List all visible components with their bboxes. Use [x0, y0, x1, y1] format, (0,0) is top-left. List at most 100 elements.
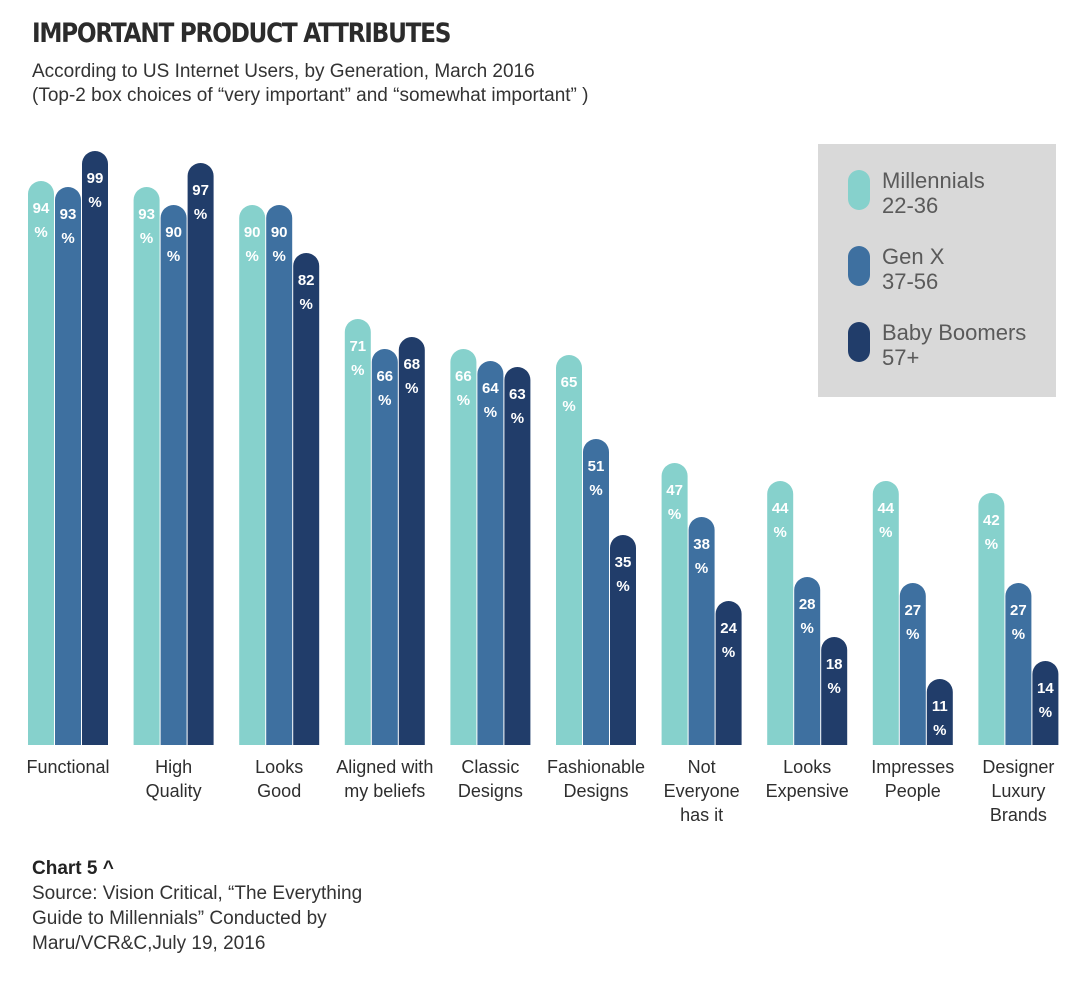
- value-label-millennials-6: 47: [666, 482, 683, 499]
- value-unit-millennials-1: %: [140, 230, 153, 247]
- value-label-baby-boomers-1: 97: [192, 182, 209, 199]
- value-label-millennials-5: 65: [561, 374, 578, 391]
- value-unit-gen-x-2: %: [273, 248, 286, 265]
- value-unit-millennials-7: %: [774, 524, 787, 541]
- bar-millennials-8: [872, 481, 899, 745]
- legend-range-baby-boomers: 57+: [882, 345, 920, 370]
- bar-baby-boomers-3: [398, 337, 425, 745]
- value-unit-millennials-0: %: [34, 224, 47, 241]
- value-label-gen-x-1: 90: [165, 224, 182, 241]
- value-label-gen-x-7: 28: [799, 596, 816, 613]
- value-label-baby-boomers-7: 18: [826, 656, 843, 673]
- legend-label-gen-x: Gen X: [882, 244, 945, 269]
- category-label-8-line-1: People: [885, 781, 941, 801]
- bar-baby-boomers-9: [1032, 661, 1059, 745]
- chart-title: IMPORTANT PRODUCT ATTRIBUTES: [32, 18, 451, 49]
- value-label-gen-x-5: 51: [588, 458, 605, 475]
- legend-item-gen-x: Gen X 37-56: [848, 244, 944, 294]
- value-label-gen-x-2: 90: [271, 224, 288, 241]
- legend-label-baby-boomers: Baby Boomers: [882, 320, 1027, 345]
- category-label-9-line-0: Designer: [982, 757, 1054, 777]
- legend-range-gen-x: 37-56: [882, 269, 939, 294]
- bar-baby-boomers-7: [821, 637, 848, 745]
- value-label-baby-boomers-4: 63: [509, 386, 526, 403]
- bar-gen-x-8: [899, 583, 926, 745]
- bar-millennials-0: [28, 181, 54, 745]
- value-unit-baby-boomers-3: %: [405, 380, 418, 397]
- value-unit-baby-boomers-4: %: [511, 410, 524, 427]
- bar-millennials-2: [239, 205, 266, 746]
- category-label-9-line-2: Brands: [990, 805, 1047, 825]
- value-label-millennials-8: 44: [877, 500, 894, 517]
- value-label-millennials-4: 66: [455, 368, 472, 385]
- value-label-gen-x-9: 27: [1010, 602, 1027, 619]
- value-unit-millennials-6: %: [668, 506, 681, 523]
- legend-swatch-gen-x: [848, 246, 870, 286]
- value-unit-baby-boomers-0: %: [88, 194, 101, 211]
- value-label-baby-boomers-2: 82: [298, 272, 315, 289]
- bar-gen-x-0: [55, 187, 81, 745]
- category-label-6-line-2: has it: [680, 805, 723, 825]
- bar-millennials-7: [767, 481, 794, 745]
- value-unit-millennials-3: %: [351, 362, 364, 379]
- category-label-1-line-1: Quality: [146, 781, 202, 801]
- value-unit-gen-x-0: %: [61, 230, 74, 247]
- value-unit-millennials-9: %: [985, 536, 998, 553]
- source-line-1: Source: Vision Critical, “The Everything: [32, 883, 363, 904]
- bar-baby-boomers-6: [715, 601, 742, 745]
- chart-footer: Chart 5 ^ Source: Vision Critical, “The …: [32, 856, 362, 956]
- value-label-gen-x-4: 64: [482, 380, 499, 397]
- value-label-baby-boomers-5: 35: [615, 554, 632, 571]
- category-label-0-line-0: Functional: [26, 757, 109, 777]
- value-label-baby-boomers-8: 11: [932, 698, 948, 715]
- category-label-2-line-0: Looks: [255, 757, 303, 777]
- value-unit-millennials-8: %: [879, 524, 892, 541]
- value-label-millennials-1: 93: [138, 206, 155, 223]
- value-unit-baby-boomers-7: %: [828, 680, 841, 697]
- bar-millennials-9: [978, 493, 1005, 745]
- value-unit-millennials-4: %: [457, 392, 470, 409]
- legend-swatch-millennials: [848, 170, 870, 210]
- category-label-3-line-0: Aligned with: [336, 757, 433, 777]
- value-unit-gen-x-6: %: [695, 560, 708, 577]
- value-unit-gen-x-5: %: [589, 482, 602, 499]
- value-unit-gen-x-7: %: [801, 620, 814, 637]
- bar-gen-x-2: [266, 205, 293, 746]
- value-label-millennials-2: 90: [244, 224, 261, 241]
- category-label-9-line-1: Luxury: [991, 781, 1045, 801]
- value-label-millennials-7: 44: [772, 500, 789, 517]
- value-unit-gen-x-3: %: [378, 392, 391, 409]
- bar-baby-boomers-2: [293, 253, 320, 745]
- category-label-3-line-1: my beliefs: [344, 781, 425, 801]
- bar-gen-x-1: [160, 205, 187, 746]
- value-unit-millennials-5: %: [562, 398, 575, 415]
- value-label-gen-x-3: 66: [376, 368, 393, 385]
- value-label-gen-x-8: 27: [904, 602, 921, 619]
- legend-item-millennials: Millennials 22-36: [848, 168, 985, 218]
- chart-number: Chart 5 ^: [32, 858, 114, 879]
- bar-gen-x-6: [688, 517, 715, 745]
- value-unit-baby-boomers-1: %: [194, 206, 207, 223]
- legend-label-millennials: Millennials: [882, 168, 985, 193]
- category-label-5-line-0: Fashionable: [547, 757, 645, 777]
- category-label-6-line-0: Not: [688, 757, 716, 777]
- value-unit-baby-boomers-9: %: [1039, 704, 1052, 721]
- value-unit-gen-x-4: %: [484, 404, 497, 421]
- category-label-5-line-1: Designs: [563, 781, 628, 801]
- value-label-baby-boomers-0: 99: [87, 170, 104, 187]
- value-label-baby-boomers-6: 24: [720, 620, 737, 637]
- value-label-baby-boomers-3: 68: [403, 356, 420, 373]
- value-label-millennials-9: 42: [983, 512, 1000, 529]
- bar-gen-x-7: [794, 577, 821, 745]
- value-label-gen-x-6: 38: [693, 536, 710, 553]
- value-unit-baby-boomers-8: %: [933, 722, 946, 739]
- source-line-3: Maru/VCR&C,July 19, 2016: [32, 933, 266, 954]
- bar-gen-x-5: [583, 439, 609, 745]
- bar-millennials-1: [133, 187, 160, 745]
- bar-gen-x-3: [371, 349, 398, 745]
- bar-baby-boomers-1: [187, 163, 214, 745]
- category-label-7-line-1: Expensive: [766, 781, 849, 801]
- value-unit-baby-boomers-5: %: [616, 578, 629, 595]
- source-line-2: Guide to Millennials” Conducted by: [32, 908, 327, 929]
- bar-baby-boomers-8: [926, 679, 953, 745]
